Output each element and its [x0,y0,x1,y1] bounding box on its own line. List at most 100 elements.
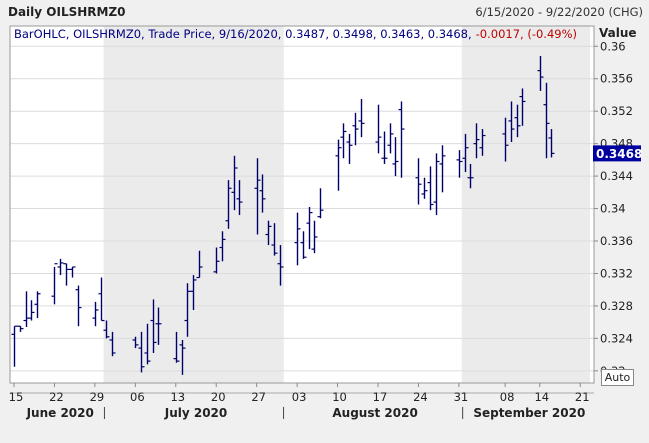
ohlc-bar [381,131,388,164]
ohlc-bar [254,158,261,235]
ohlc-bar [317,188,324,219]
month-band [461,26,590,383]
ohlc-bar [225,180,232,229]
ohlc-bar [467,163,474,189]
ohlc-bar [103,320,110,339]
ohlc-bar [138,331,145,373]
ohlc-bar [439,145,446,193]
ohlc-bar [75,285,82,327]
last-price-label: 0.3468 [596,147,642,161]
ohlc-bar [277,245,284,286]
month-bands [103,26,590,383]
y-tick-label: 0.352 [600,104,633,118]
ohlc-bar [179,339,186,375]
ohlc-bar [398,101,405,178]
month-label: June 2020 [26,406,94,420]
ohlc-bar [213,247,220,274]
ohlc-bar [479,129,486,156]
x-tick-label: 24 [413,390,428,404]
month-labels: June 2020 July 2020 August 2020 September 2… [26,406,586,420]
ohlc-bar [219,231,226,262]
ohlc-bar [375,104,382,154]
plot-border [9,25,595,384]
ohlc-bar [335,139,342,191]
y-tick-label: 0.34 [600,202,626,216]
ohlc-bar [190,275,197,310]
ohlc-bar [519,88,526,126]
ohlc-bar [548,129,555,158]
x-axis: 15 22 29 06 13 20 27 03 10 17 24 31 08 14 21 [9,383,594,404]
ohlc-bar [462,133,469,173]
ohlc-bar [271,223,278,256]
ohlc-bar [184,283,191,337]
ohlc-bar [155,307,162,345]
y-tick-label: 0.356 [600,72,633,86]
ohlc-bar [294,212,301,266]
month-band [103,26,284,383]
month-label: August 2020 [332,406,417,420]
ohlc-bar [537,56,544,91]
ohlc-bar [17,325,24,332]
ohlc-bar [340,123,347,159]
ohlc-bar [427,166,434,211]
ohlc-bar [311,220,318,254]
month-label: September 2020 [473,406,585,420]
ohlc-bar [392,137,399,177]
ohlc-bar [265,220,272,246]
ohlc-bar [358,99,365,138]
ohlc-bar [259,174,266,213]
gridlines [10,45,594,372]
x-tick-label: 21 [575,390,590,404]
month-label: July 2020 [164,406,228,420]
ohlc-bar [502,117,509,162]
ohlc-bar [306,206,313,250]
ohlc-bar [456,150,463,178]
ohlc-bar [196,250,203,279]
y-tick-label: 0.324 [600,331,633,345]
ohlc-bars [11,56,555,375]
y-tick-label: 0.336 [600,234,633,248]
x-tick-label: 03 [292,390,307,404]
auto-scale-button[interactable]: Auto [601,369,634,386]
ohlc-bar [514,104,521,138]
ohlc-bar [543,82,550,159]
x-tick-label: 17 [373,390,388,404]
y-axis-title: Value [599,26,637,40]
ohlc-bar [236,180,243,216]
ohlc-bar [132,336,139,349]
series-label: BarOHLC, OILSHRMZ0, Trade Price, 9/16/20… [14,27,472,41]
ohlc-bar [387,123,394,154]
ohlc-bar [421,177,428,199]
series-legend: BarOHLC, OILSHRMZ0, Trade Price, 9/16/20… [14,27,577,41]
y-tick-label: 0.332 [600,266,633,280]
change-label: -0.0017, (-0.49%) [476,27,577,41]
y-tick-label: 0.36 [600,39,626,53]
x-tick-label: 27 [251,390,266,404]
ohlc-bar [352,112,359,146]
x-tick-label: 31 [454,390,469,404]
last-price-marker: 0.3468 [593,145,642,162]
ohlc-bar [508,101,515,143]
ohlc-bar [346,133,353,164]
ohlc-bar [300,231,307,259]
ohlc-bar [109,331,116,357]
y-axis: 0.360.3560.3520.3480.3440.340.3360.3320.… [594,39,633,378]
y-tick-label: 0.328 [600,299,633,313]
ohlc-bar [415,158,422,205]
x-tick-label: 20 [211,390,226,404]
x-tick-label: 15 [9,390,24,404]
ohlc-bar [473,123,480,159]
ohlc-bar [51,263,58,305]
ohlc-bar [173,331,180,363]
x-tick-label: 13 [170,390,185,404]
ohlc-bar [69,266,76,278]
ohlc-bar [34,291,41,319]
chart-title: Daily OILSHRMZ0 [8,5,126,19]
ohlc-bar [150,299,157,353]
ohlc-bar [144,323,151,365]
x-tick-label: 08 [500,390,515,404]
date-range: 6/15/2020 - 9/22/2020 (CHG) [475,5,643,19]
x-tick-label: 29 [90,390,105,404]
